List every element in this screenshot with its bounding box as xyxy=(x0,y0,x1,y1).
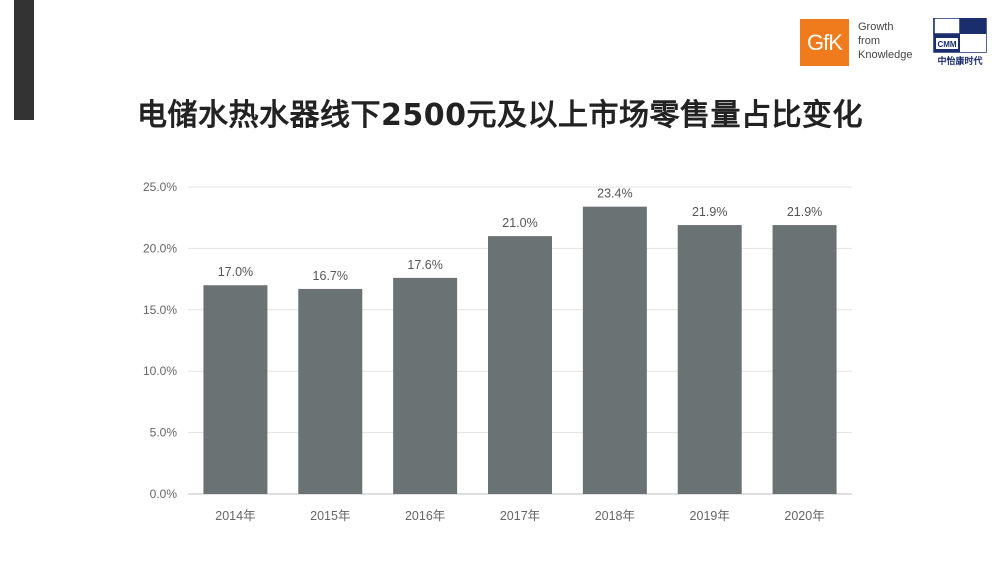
bar xyxy=(488,236,552,494)
x-tick-label: 2019年 xyxy=(690,509,730,523)
data-label: 21.0% xyxy=(502,216,537,230)
bar xyxy=(298,288,363,494)
cmm-logo-name: 中怡康时代 xyxy=(937,57,983,67)
y-tick-label: 25.0% xyxy=(143,180,177,194)
chart-y-axis: 0.0% 5.0% 10.0% 15.0% 20.0% 25.0% xyxy=(143,180,177,501)
bar xyxy=(772,225,837,494)
cmm-logo-mark: CMM xyxy=(937,40,956,49)
gfk-logo: GfK xyxy=(800,19,849,66)
gfk-tagline-line: from xyxy=(858,35,880,47)
y-tick-label: 5.0% xyxy=(150,426,178,440)
data-label: 23.4% xyxy=(597,187,632,201)
cmm-logo-icon: CMM xyxy=(933,17,987,53)
slide-accent-bar xyxy=(14,0,34,120)
x-tick-label: 2015年 xyxy=(310,509,350,523)
x-tick-label: 2014年 xyxy=(215,509,255,523)
gfk-tagline-line: Knowledge xyxy=(858,49,913,61)
gfk-tagline: Growth from Knowledge xyxy=(858,20,912,62)
chart-bars xyxy=(203,206,837,494)
data-label: 17.0% xyxy=(218,265,253,279)
x-tick-label: 2018年 xyxy=(595,509,635,523)
bar xyxy=(582,206,647,494)
bar xyxy=(677,225,742,494)
y-tick-label: 10.0% xyxy=(143,364,177,378)
chart-data-labels: 17.0% 16.7% 17.6% 21.0% 23.4% 21.9% 21.9% xyxy=(218,187,823,283)
x-tick-label: 2016年 xyxy=(405,509,445,523)
chart-x-axis: 2014年 2015年 2016年 2017年 2018年 2019年 2020年 xyxy=(215,509,824,523)
gfk-logo-mark: GfK xyxy=(807,29,843,55)
x-tick-label: 2017年 xyxy=(500,509,540,523)
y-tick-label: 15.0% xyxy=(143,303,177,317)
bar xyxy=(393,277,458,494)
x-tick-label: 2020年 xyxy=(784,509,824,523)
y-tick-label: 0.0% xyxy=(150,487,178,501)
data-label: 21.9% xyxy=(692,205,727,219)
data-label: 16.7% xyxy=(313,269,348,283)
gfk-tagline-line: Growth xyxy=(858,21,894,33)
page-title: 电储水热水器线下2500元及以上市场零售量占比变化 xyxy=(137,98,863,133)
data-label: 21.9% xyxy=(787,205,822,219)
y-tick-label: 20.0% xyxy=(143,241,177,255)
cmm-logo: CMM 中怡康时代 xyxy=(932,17,988,68)
bar xyxy=(203,285,268,494)
data-label: 17.6% xyxy=(407,258,442,272)
